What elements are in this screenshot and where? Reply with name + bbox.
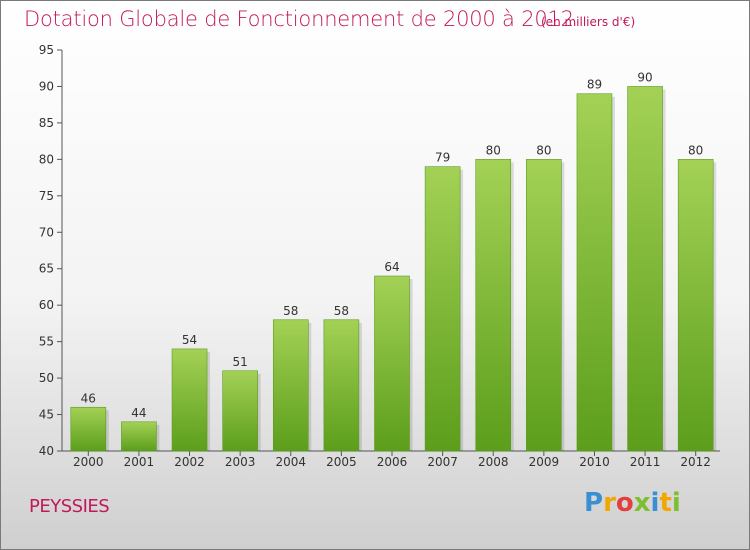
value-label-2009: 80 [536,143,551,157]
bar-2011 [627,86,663,452]
value-label-2008: 80 [486,143,501,157]
x-tick-label-2012: 2012 [680,455,711,469]
bar-2006 [374,275,410,452]
y-tick-label: 45 [39,408,54,422]
y-tick-label: 70 [39,225,54,239]
x-tick-label-2002: 2002 [174,455,205,469]
bar-2008 [475,159,512,452]
bar-2009 [526,159,562,452]
value-label-2001: 44 [131,406,146,420]
logo-letter: i [650,488,660,518]
bar-2012 [677,159,714,452]
x-tick-label-2011: 2011 [630,455,661,469]
value-label-2004: 58 [283,304,298,318]
y-tick-label: 65 [39,262,54,276]
value-label-2012: 80 [688,143,703,157]
bar-2002 [171,348,208,452]
commune-name: PEYSSIES [29,496,110,517]
y-tick-label: 75 [39,189,54,203]
value-label-2003: 51 [233,355,248,369]
logo-letter: i [671,488,681,518]
chart-title: Dotation Globale de Fonctionnement de 20… [24,7,574,31]
value-label-2010: 89 [587,78,602,92]
x-tick-label-2004: 2004 [275,455,306,469]
bar-2005 [323,319,360,452]
x-tick-label-2003: 2003 [225,455,256,469]
value-label-2005: 58 [334,304,349,318]
x-tick-label-2005: 2005 [326,455,357,469]
y-tick-label: 95 [39,43,54,57]
logo-letter: r [603,488,616,518]
bar-2003 [222,370,258,452]
bar-2004 [272,319,309,452]
bar-2010 [576,93,613,452]
y-tick-label: 90 [39,79,54,93]
logo-letter: t [659,488,672,518]
y-tick-label: 55 [39,335,54,349]
value-label-2006: 64 [384,260,399,274]
y-tick-label: 60 [39,298,54,312]
value-label-2007: 79 [435,151,450,165]
value-label-2002: 54 [182,333,197,347]
y-tick-label: 50 [39,371,54,385]
value-label-2011: 90 [637,70,652,84]
logo-letter: x [633,488,651,518]
x-tick-label-2006: 2006 [377,455,408,469]
bar-2001 [121,421,157,452]
x-tick-label-2001: 2001 [124,455,155,469]
y-tick-label: 40 [39,444,54,458]
logo-letter: P [584,488,604,518]
proxiti-logo: Proxiti [584,488,681,518]
x-tick-label-2000: 2000 [73,455,104,469]
x-tick-label-2009: 2009 [529,455,560,469]
chart-subtitle: (en milliers d'€) [541,15,636,29]
y-tick-label: 85 [39,116,54,130]
logo-letter: o [615,488,634,518]
x-tick-label-2007: 2007 [427,455,458,469]
x-tick-label-2010: 2010 [579,455,610,469]
x-tick-label-2008: 2008 [478,455,509,469]
y-tick-label: 80 [39,152,54,166]
bar-2000 [70,406,107,452]
bar-2007 [424,166,461,452]
value-label-2000: 46 [81,391,96,405]
